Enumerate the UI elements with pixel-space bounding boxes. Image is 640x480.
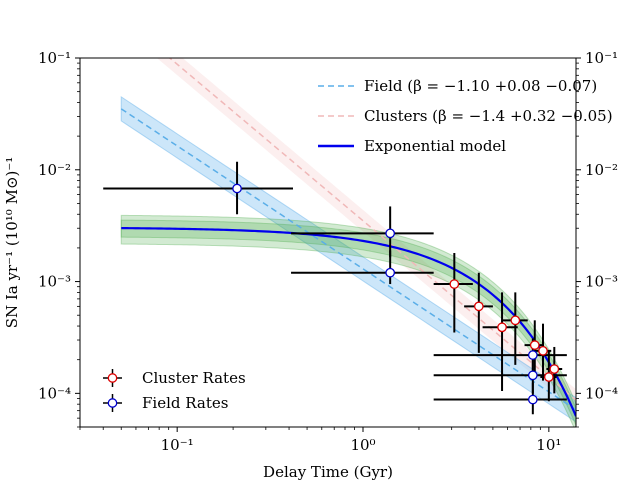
field-rates-point-1 [385, 228, 396, 239]
legend-lower-marker-1 [107, 398, 118, 408]
data-markers [232, 183, 560, 405]
cluster-power-law-band [156, 58, 576, 411]
x-tick-label-2: 10¹ [536, 436, 561, 454]
plot-frame [79, 57, 577, 428]
model-lines [120, 58, 576, 417]
exponential-model-band-1 [120, 214, 576, 427]
cluster-power-law-line [168, 58, 576, 401]
y-tick-label-0: 10⁻⁴ [38, 384, 71, 402]
cluster-rates-point-2 [497, 322, 507, 333]
legend-lower-label-1: Field Rates [142, 394, 228, 412]
y-right-tick-label-1: 10⁻³ [585, 273, 618, 291]
field-rates-point-4 [527, 370, 538, 381]
field-rates-point-0 [232, 183, 242, 194]
x-tick-label-0: 10⁻¹ [161, 436, 194, 454]
field-rates-point-2 [385, 267, 396, 278]
legend-lower-marker-0 [107, 373, 118, 383]
legend-upper-label-2: Exponential model [364, 137, 506, 155]
y-right-tick-label-0: 10⁻⁴ [585, 384, 618, 402]
field-power-law-line [120, 108, 576, 411]
legend-lower: Cluster Rates Field Rates [103, 369, 246, 412]
x-tick-label-1: 10⁰ [350, 436, 375, 454]
exponential-model-band-2 [120, 219, 576, 426]
exponential-model-line [121, 227, 576, 417]
axis-ticks: 10⁻¹ 10⁰ 10¹ 10⁻⁴ 10⁻⁴ 10⁻³ 10⁻³ 10⁻² 10⁻² 10⁻¹ 10… [38, 49, 618, 454]
legend-upper: Field (β = −1.10 +0.08 −0.07) Clusters (β… [318, 77, 613, 155]
y-tick-label-1: 10⁻³ [38, 273, 71, 291]
legend-lower-label-0: Cluster Rates [142, 369, 246, 387]
x-axis-label: Delay Time (Gyr) [263, 463, 393, 480]
field-rates-point-3 [527, 350, 538, 360]
cluster-rates-point-5 [538, 345, 548, 356]
cluster-rates-point-6 [543, 372, 554, 382]
legend-upper-label-0: Field (β = −1.10 +0.08 −0.07) [364, 77, 597, 95]
cluster-rates-point-4 [529, 340, 540, 350]
field-rates-point-5 [527, 394, 538, 405]
legend-upper-label-1: Clusters (β = −1.4 +0.32 −0.05) [364, 107, 613, 125]
y-tick-label-2: 10⁻² [38, 161, 71, 179]
cluster-rates-point-3 [510, 315, 521, 326]
cluster-rates-point-1 [473, 301, 484, 312]
y-right-tick-label-2: 10⁻² [585, 161, 618, 179]
cluster-rates-point-7 [549, 364, 560, 374]
y-right-tick-label-3: 10⁻¹ [585, 49, 618, 67]
y-tick-label-3: 10⁻¹ [38, 49, 71, 67]
cluster-rates-point-0 [449, 279, 460, 289]
y-axis-label: SN Ia yr⁻¹ (10¹⁰ M⊙)⁻¹ [3, 157, 21, 329]
